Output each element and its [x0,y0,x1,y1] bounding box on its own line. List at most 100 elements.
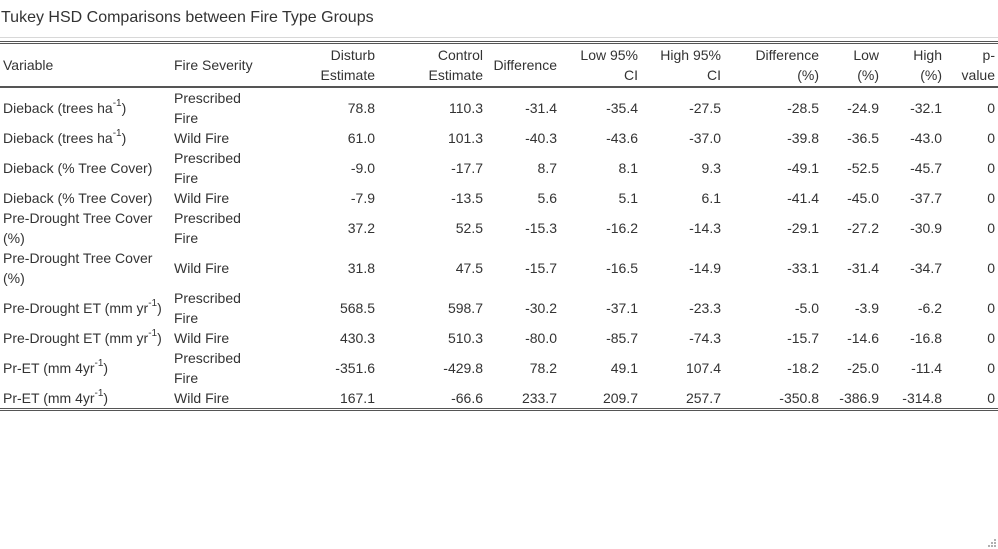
cell-difference: -80.0 [525,330,557,346]
tukey-table: Variable Fire Severity Disturb Estimate C… [0,41,998,411]
cell-p-value: 0 [987,130,995,146]
cell-variable: Pr-ET (mm 4yr-1) [3,388,109,406]
header-control-estimate: Control Estimate [378,42,486,88]
cell-variable: Pre-Drought Tree Cover (%) [3,250,153,286]
cell-high-pct: -37.7 [910,190,942,206]
cell-low-pct: -3.9 [854,300,879,316]
cell-fire-severity: Wild Fire [174,260,230,276]
cell-disturb-estimate: -9.0 [350,160,375,176]
table-body: Dieback (trees ha-1) Prescribed Fire 78.8 11… [0,87,998,410]
title-bar: Tukey HSD Comparisons between Fire Type … [0,0,998,38]
cell-difference-pct: -5.0 [794,300,819,316]
cell-disturb-estimate: 568.5 [339,300,375,316]
table-row: Pre-Drought Tree Cover (%) Prescribed Fire… [0,208,998,248]
cell-low-pct: -14.6 [847,330,879,346]
cell-difference-pct: -350.8 [779,390,819,406]
cell-fire-severity: Prescribed Fire [174,150,241,186]
cell-difference-pct: -28.5 [787,100,819,116]
cell-fire-severity: Wild Fire [174,390,230,406]
cell-high-ci: -14.3 [689,220,721,236]
cell-control-estimate: -13.5 [451,190,483,206]
cell-difference-pct: -29.1 [787,220,819,236]
cell-high-ci: 9.3 [701,160,721,176]
cell-disturb-estimate: -7.9 [350,190,375,206]
cell-high-ci: -27.5 [689,100,721,116]
cell-disturb-estimate: 37.2 [347,220,375,236]
cell-difference-pct: -15.7 [787,330,819,346]
cell-low-pct: -24.9 [847,100,879,116]
cell-low-pct: -25.0 [847,360,879,376]
cell-high-pct: -45.7 [910,160,942,176]
header-difference-pct: Difference (%) [724,42,822,88]
cell-low-ci: -43.6 [606,130,638,146]
cell-high-ci: 107.4 [685,360,721,376]
cell-fire-severity: Wild Fire [174,330,230,346]
cell-fire-severity: Wild Fire [174,190,230,206]
header-high-pct: High (%) [882,42,945,88]
cell-p-value: 0 [987,220,995,236]
header-variable: Variable [0,42,171,88]
cell-fire-severity: Wild Fire [174,130,230,146]
header-low-pct: Low (%) [822,42,882,88]
cell-low-ci: 49.1 [610,360,638,376]
cell-high-pct: -43.0 [910,130,942,146]
cell-high-pct: -6.2 [917,300,942,316]
header-fire-severity: Fire Severity [171,42,274,88]
table-row: Dieback (trees ha-1) Wild Fire 61.0 101.3 -4… [0,128,998,148]
cell-low-pct: -36.5 [847,130,879,146]
cell-high-ci: -23.3 [689,300,721,316]
cell-difference: -40.3 [525,130,557,146]
cell-variable: Dieback (trees ha-1) [3,98,127,116]
cell-low-pct: -31.4 [847,260,879,276]
table-title: Tukey HSD Comparisons between Fire Type … [1,9,374,26]
cell-high-pct: -16.8 [910,330,942,346]
cell-low-ci: 5.1 [618,190,638,206]
cell-difference-pct: -18.2 [787,360,819,376]
cell-high-ci: -37.0 [689,130,721,146]
cell-variable: Pre-Drought ET (mm yr-1) [3,298,162,316]
cell-difference-pct: -33.1 [787,260,819,276]
cell-fire-severity: Prescribed Fire [174,210,241,246]
cell-control-estimate: 510.3 [447,330,483,346]
cell-variable: Dieback (% Tree Cover) [3,160,153,176]
cell-fire-severity: Prescribed Fire [174,290,241,326]
cell-high-ci: 257.7 [685,390,721,406]
table-row: Pr-ET (mm 4yr-1) Prescribed Fire -351.6 -429… [0,348,998,388]
cell-fire-severity: Prescribed Fire [174,350,241,386]
cell-difference-pct: -49.1 [787,160,819,176]
table-row: Pr-ET (mm 4yr-1) Wild Fire 167.1 -66.6 233.7… [0,388,998,410]
cell-disturb-estimate: 31.8 [347,260,375,276]
cell-disturb-estimate: 430.3 [339,330,375,346]
cell-variable: Pre-Drought ET (mm yr-1) [3,328,162,346]
cell-p-value: 0 [987,260,995,276]
cell-p-value: 0 [987,360,995,376]
cell-low-pct: -386.9 [839,390,879,406]
cell-high-pct: -314.8 [902,390,942,406]
cell-difference: -15.3 [525,220,557,236]
cell-difference-pct: -41.4 [787,190,819,206]
cell-control-estimate: -429.8 [443,360,483,376]
resize-grip-icon[interactable] [986,537,996,547]
table-row: Pre-Drought ET (mm yr-1) Wild Fire 430.3 51… [0,328,998,348]
cell-p-value: 0 [987,100,995,116]
cell-low-ci: -16.5 [606,260,638,276]
cell-control-estimate: -66.6 [451,390,483,406]
header-low-ci: Low 95% CI [560,42,641,88]
cell-difference: -15.7 [525,260,557,276]
cell-low-ci: -16.2 [606,220,638,236]
header-row: Variable Fire Severity Disturb Estimate C… [0,42,998,88]
cell-control-estimate: -17.7 [451,160,483,176]
cell-variable: Dieback (% Tree Cover) [3,190,153,206]
cell-low-pct: -52.5 [847,160,879,176]
cell-p-value: 0 [987,160,995,176]
cell-difference: 233.7 [521,390,557,406]
cell-control-estimate: 47.5 [455,260,483,276]
cell-difference: 78.2 [529,360,557,376]
cell-difference-pct: -39.8 [787,130,819,146]
cell-variable: Dieback (trees ha-1) [3,128,127,146]
cell-low-ci: 8.1 [618,160,638,176]
cell-disturb-estimate: 167.1 [339,390,375,406]
table-row: Dieback (% Tree Cover) Prescribed Fire -9.0… [0,148,998,188]
header-disturb-estimate: Disturb Estimate [274,42,378,88]
cell-p-value: 0 [987,190,995,206]
